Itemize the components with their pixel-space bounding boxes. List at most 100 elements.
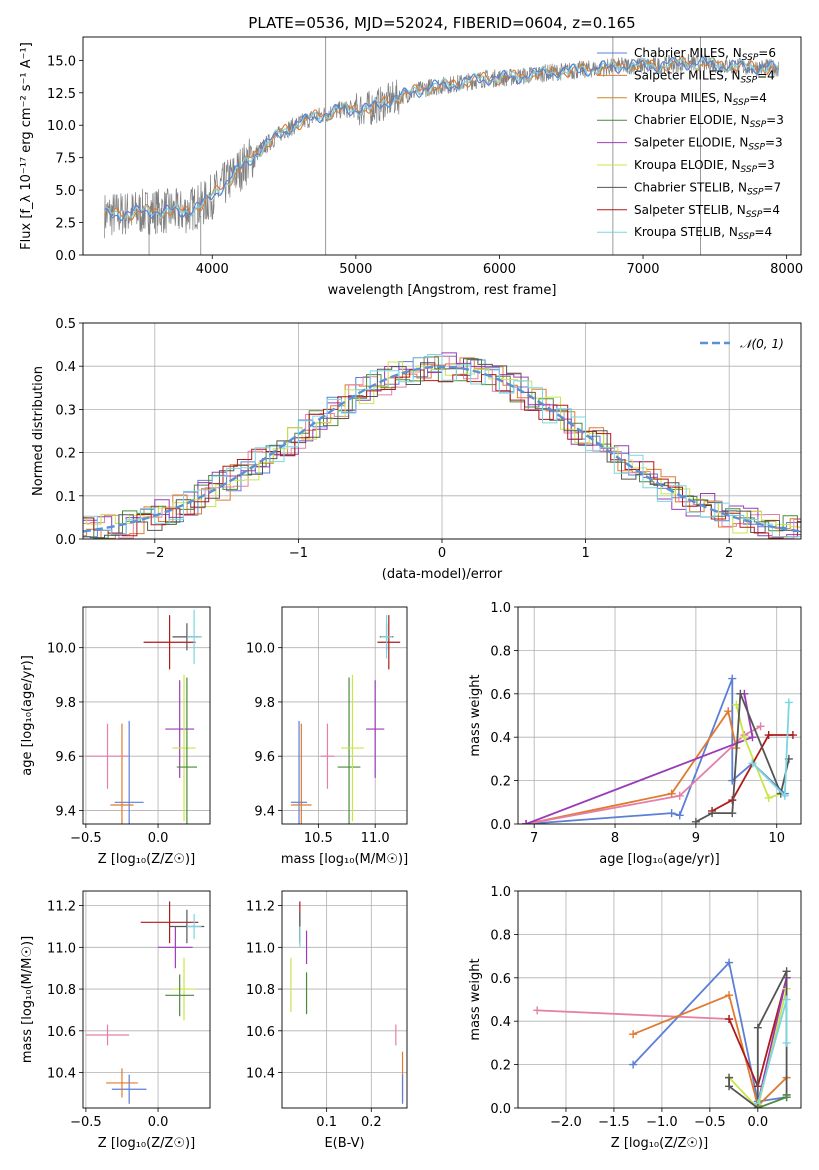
x-tick-label: 4000: [196, 262, 229, 277]
y-tick-label: 9.8: [254, 696, 275, 711]
weight-marker: [756, 722, 765, 731]
y-tick-label: 10.6: [246, 1025, 275, 1040]
y-tick-label: 10.4: [246, 1067, 275, 1082]
weight-line-pink: [525, 725, 762, 824]
x-tick-label: 2: [725, 546, 733, 561]
errorbar-point-salpeter_miles: [106, 1068, 138, 1098]
plot-area: [103, 37, 780, 255]
x-axis-label: Z [log₁₀(Z/Z☉)]: [98, 852, 195, 867]
x-tick-label: −1.0: [646, 1115, 678, 1130]
x-tick-label: 0: [438, 546, 446, 561]
y-tick-label: 15.0: [47, 54, 76, 69]
axes-age_vs_Z: −0.5 0.0 9.4 9.6 9.8 10.0 Z [log₁₀(Z/Z☉)] age […: [20, 606, 211, 867]
y-tick-label: 0.3: [55, 403, 76, 418]
plot-area: [522, 674, 797, 824]
y-tick-label: 10.6: [47, 1025, 76, 1040]
weight-marker: [780, 791, 789, 800]
legend-entry: Salpeter MILES, NSSP=4: [597, 68, 775, 85]
weight-line-kroupa_elodie: [728, 988, 788, 1108]
y-tick-label: 10.0: [47, 642, 76, 657]
legend-entry: Kroupa ELODIE, NSSP=3: [597, 158, 775, 175]
y-tick-label: 11.2: [47, 900, 76, 915]
weight-line-chabrier_miles: [632, 960, 787, 1103]
plot-area: [85, 609, 202, 824]
errorbar-point-kroupa_elodie: [172, 674, 196, 822]
weight-marker: [629, 1060, 638, 1069]
errorbar-point-salpeter_stelib: [143, 615, 196, 670]
axes-age_vs_mass: 10.5 11.0 9.4 9.6 9.8 10.0 mass [log₁₀(M/M☉)]: [246, 606, 408, 867]
axes-weight_vs_age: 7 8 9 10 0.0 0.2 0.4 0.6 0.8 1.0 age [log₁₀(age/yr…: [468, 601, 802, 867]
legend-label: Chabrier MILES, NSSP=6: [634, 46, 776, 63]
x-tick-label: 8: [611, 831, 619, 846]
weight-marker: [782, 1038, 791, 1047]
x-tick-label: 0.0: [148, 831, 169, 846]
x-tick-label: 7000: [626, 262, 659, 277]
axes-weight_vs_Z: −2.0 −1.5 −1.0 −0.5 0.0 0.0 0.2 0.4 0.6 0.8 1.0 Z […: [468, 885, 802, 1151]
gaussian-curve: [83, 365, 801, 533]
x-tick-label: −1: [289, 546, 308, 561]
x-tick-label: −0.5: [694, 1115, 726, 1130]
y-tick-label: 0.6: [490, 972, 511, 987]
model-fit-kroupa_stelib: [104, 57, 780, 221]
weight-marker: [748, 733, 757, 742]
errorbar-point-chabrier_miles: [114, 720, 144, 824]
x-axis-label: age [log₁₀(age/yr)]: [599, 852, 720, 867]
weight-marker: [725, 1073, 734, 1082]
legend-label: Kroupa MILES, NSSP=4: [634, 91, 767, 108]
histogram-salpeter_stelib: [83, 369, 801, 539]
weight-marker: [782, 995, 791, 1004]
weight-marker: [725, 958, 734, 967]
weight-marker: [753, 1104, 762, 1108]
weight-line-salpeter_miles: [525, 708, 738, 824]
x-axis-label: wavelength [Angstrom, rest frame]: [328, 283, 557, 298]
y-tick-label: 11.2: [246, 900, 275, 915]
model-fit-chabrier_miles: [104, 56, 780, 222]
y-tick-label: 2.5: [55, 217, 76, 232]
x-tick-label: 9: [692, 831, 700, 846]
y-tick-label: 5.0: [55, 184, 76, 199]
legend-entry: Salpeter STELIB, NSSP=4: [597, 203, 780, 220]
y-axis-label: mass [log₁₀(M/M☉)]: [20, 936, 35, 1063]
legend-label: Salpeter ELODIE, NSSP=3: [634, 136, 783, 153]
x-tick-label: 5000: [339, 262, 372, 277]
plot-area: [290, 901, 404, 1104]
x-tick-label: 11.0: [361, 831, 390, 846]
weight-marker: [764, 731, 773, 740]
errorbar-point-salpeter_elodie: [366, 680, 385, 778]
errorbar-point-chabrier_elodie: [165, 974, 195, 1017]
weight-marker: [667, 789, 676, 798]
legend-entry: Salpeter ELODIE, NSSP=3: [597, 136, 783, 153]
histogram-kroupa_stelib: [83, 354, 801, 538]
y-tick-label: 11.0: [246, 941, 275, 956]
y-tick-label: 0.2: [55, 447, 76, 462]
y-tick-label: 9.4: [254, 804, 275, 819]
y-tick-label: 10.4: [47, 1067, 76, 1082]
y-tick-label: 10.8: [246, 983, 275, 998]
weight-marker: [782, 967, 791, 976]
weight-marker: [728, 674, 737, 683]
weight-marker: [724, 707, 733, 716]
errorbar-point-salpeter_elodie: [165, 680, 195, 778]
legend-entry: Chabrier MILES, NSSP=6: [597, 46, 776, 63]
x-tick-label: 0.0: [148, 1115, 169, 1130]
y-axis-label: mass weight: [468, 674, 483, 756]
weight-line-salpeter_elodie: [756, 977, 788, 1104]
y-tick-label: 9.6: [55, 750, 76, 765]
weight-marker: [725, 1015, 734, 1024]
weight-marker: [629, 1030, 638, 1039]
x-axis-label: mass [log₁₀(M/M☉)]: [281, 852, 408, 867]
errorbar-point-salpeter_stelib: [377, 615, 401, 670]
plot-area: [83, 352, 801, 539]
y-axis-label: mass weight: [468, 958, 483, 1040]
y-tick-label: 10.0: [47, 119, 76, 134]
histogram-salpeter_elodie: [83, 352, 801, 538]
weight-line-pink: [537, 1009, 730, 1020]
y-tick-label: 0.5: [55, 317, 76, 332]
legend-label: Chabrier STELIB, NSSP=7: [634, 180, 781, 197]
chart-title: PLATE=0536, MJD=52024, FIBERID=0604, z=0…: [248, 14, 635, 32]
y-tick-label: 0.1: [55, 490, 76, 505]
weight-marker: [667, 809, 676, 818]
weight-marker: [675, 791, 684, 800]
x-tick-label: −1.5: [598, 1115, 630, 1130]
histogram-kroupa_elodie: [83, 361, 801, 534]
